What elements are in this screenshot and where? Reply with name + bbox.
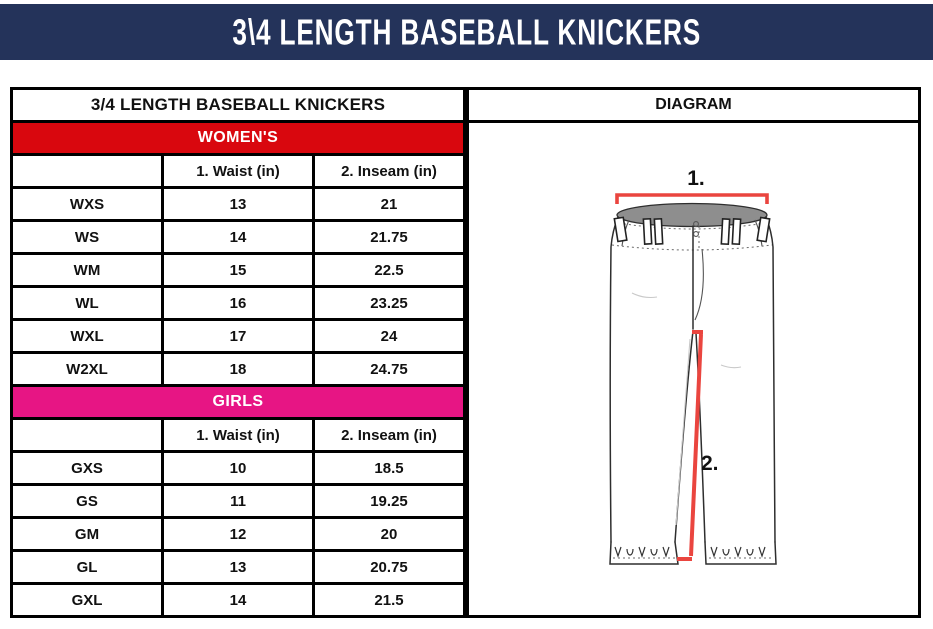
diagram-area: 1. [469, 123, 918, 615]
girls-section-label: GIRLS [10, 384, 466, 420]
inseam-value: 23.25 [312, 285, 466, 321]
inseam-value: 21.5 [312, 582, 466, 618]
inseam-value: 19.25 [312, 483, 466, 519]
table-row: WS 14 21.75 [10, 219, 466, 255]
table-title: 3/4 LENGTH BASEBALL KNICKERS [10, 87, 466, 123]
size-chart-table: 3/4 LENGTH BASEBALL KNICKERS WOMEN'S 1. … [10, 87, 466, 618]
left-leg-inner-edge [674, 330, 694, 543]
girls-column-header-row: 1. Waist (in) 2. Inseam (in) [10, 417, 466, 453]
inseam-column-header: 2. Inseam (in) [312, 153, 466, 189]
waist-value: 12 [161, 516, 315, 552]
hip-stitch-line [611, 244, 773, 251]
right-hem-cuff [704, 541, 777, 565]
inseam-value: 18.5 [312, 450, 466, 486]
inseam-value: 20 [312, 516, 466, 552]
womens-section-band: WOMEN'S [10, 120, 466, 156]
belt-loop [642, 217, 653, 245]
right-leg-inner-edge [695, 332, 706, 543]
wrinkle-line [720, 364, 742, 369]
size-label: GS [10, 483, 164, 519]
inseam-value: 24.75 [312, 351, 466, 387]
girls-section-band: GIRLS [10, 384, 466, 420]
waist-value: 18 [161, 351, 315, 387]
fly-j-stitch [694, 248, 704, 321]
waistband-stitch-line [618, 222, 766, 230]
pants-right-outer-edge [765, 216, 776, 543]
table-row: WM 15 22.5 [10, 252, 466, 288]
inseam-value: 24 [312, 318, 466, 354]
size-label: W2XL [10, 351, 164, 387]
belt-loop [613, 216, 628, 243]
table-row: WXL 17 24 [10, 318, 466, 354]
empty-corner-cell [10, 417, 164, 453]
table-row: WXS 13 21 [10, 186, 466, 222]
table-title-row: 3/4 LENGTH BASEBALL KNICKERS [10, 87, 466, 123]
knickers-diagram-illustration: 1. [609, 167, 777, 565]
inseam-column-header: 2. Inseam (in) [312, 417, 466, 453]
waist-value: 14 [161, 582, 315, 618]
waistband-shape [616, 202, 768, 228]
right-hem-elastic-squiggles [710, 546, 766, 558]
waist-value: 13 [161, 186, 315, 222]
waist-column-header: 1. Waist (in) [161, 417, 315, 453]
waist-value: 13 [161, 549, 315, 585]
size-label: WL [10, 285, 164, 321]
page-title: 3\4 LENGTH BASEBALL KNICKERS [232, 11, 701, 52]
belt-loop [653, 217, 664, 245]
table-row: W2XL 18 24.75 [10, 351, 466, 387]
size-label: GL [10, 549, 164, 585]
empty-corner-cell [10, 153, 164, 189]
diagram-panel: DIAGRAM 1. [466, 87, 921, 618]
size-label: WS [10, 219, 164, 255]
table-row: GXL 14 21.5 [10, 582, 466, 618]
pants-left-outer-edge [609, 216, 619, 543]
belt-loop [720, 218, 731, 246]
size-label: WXS [10, 186, 164, 222]
waist-measure-label: 1. [687, 167, 705, 190]
waist-value: 10 [161, 450, 315, 486]
size-label: WM [10, 252, 164, 288]
waist-value: 14 [161, 219, 315, 255]
table-row: GXS 10 18.5 [10, 450, 466, 486]
waist-value: 16 [161, 285, 315, 321]
table-row: GM 12 20 [10, 516, 466, 552]
inseam-value: 21 [312, 186, 466, 222]
size-label: WXL [10, 318, 164, 354]
waist-button [693, 221, 699, 227]
inseam-measure-line [677, 330, 703, 561]
waist-value: 15 [161, 252, 315, 288]
left-hem-elastic-squiggles [614, 546, 670, 558]
size-label: GXS [10, 450, 164, 486]
waist-value: 11 [161, 483, 315, 519]
inseam-value: 21.75 [312, 219, 466, 255]
waist-measure-bracket [615, 193, 769, 204]
size-label: GXL [10, 582, 164, 618]
waist-column-header: 1. Waist (in) [161, 153, 315, 189]
size-label: GM [10, 516, 164, 552]
table-row: GL 13 20.75 [10, 549, 466, 585]
waist-button [693, 231, 699, 237]
belt-loop [756, 216, 771, 243]
inseam-value: 22.5 [312, 252, 466, 288]
size-chart-content: 3/4 LENGTH BASEBALL KNICKERS WOMEN'S 1. … [10, 87, 921, 618]
womens-column-header-row: 1. Waist (in) 2. Inseam (in) [10, 153, 466, 189]
waist-value: 17 [161, 318, 315, 354]
page-title-banner: 3\4 LENGTH BASEBALL KNICKERS [0, 4, 933, 60]
womens-section-label: WOMEN'S [10, 120, 466, 156]
inseam-value: 20.75 [312, 549, 466, 585]
table-row: GS 11 19.25 [10, 483, 466, 519]
diagram-panel-title: DIAGRAM [469, 90, 918, 123]
wrinkle-line [631, 292, 658, 299]
left-hem-cuff [609, 541, 679, 565]
inseam-measure-label: 2. [701, 452, 719, 475]
inner-crease-line [675, 338, 691, 526]
belt-loop [731, 218, 742, 246]
table-row: WL 16 23.25 [10, 285, 466, 321]
